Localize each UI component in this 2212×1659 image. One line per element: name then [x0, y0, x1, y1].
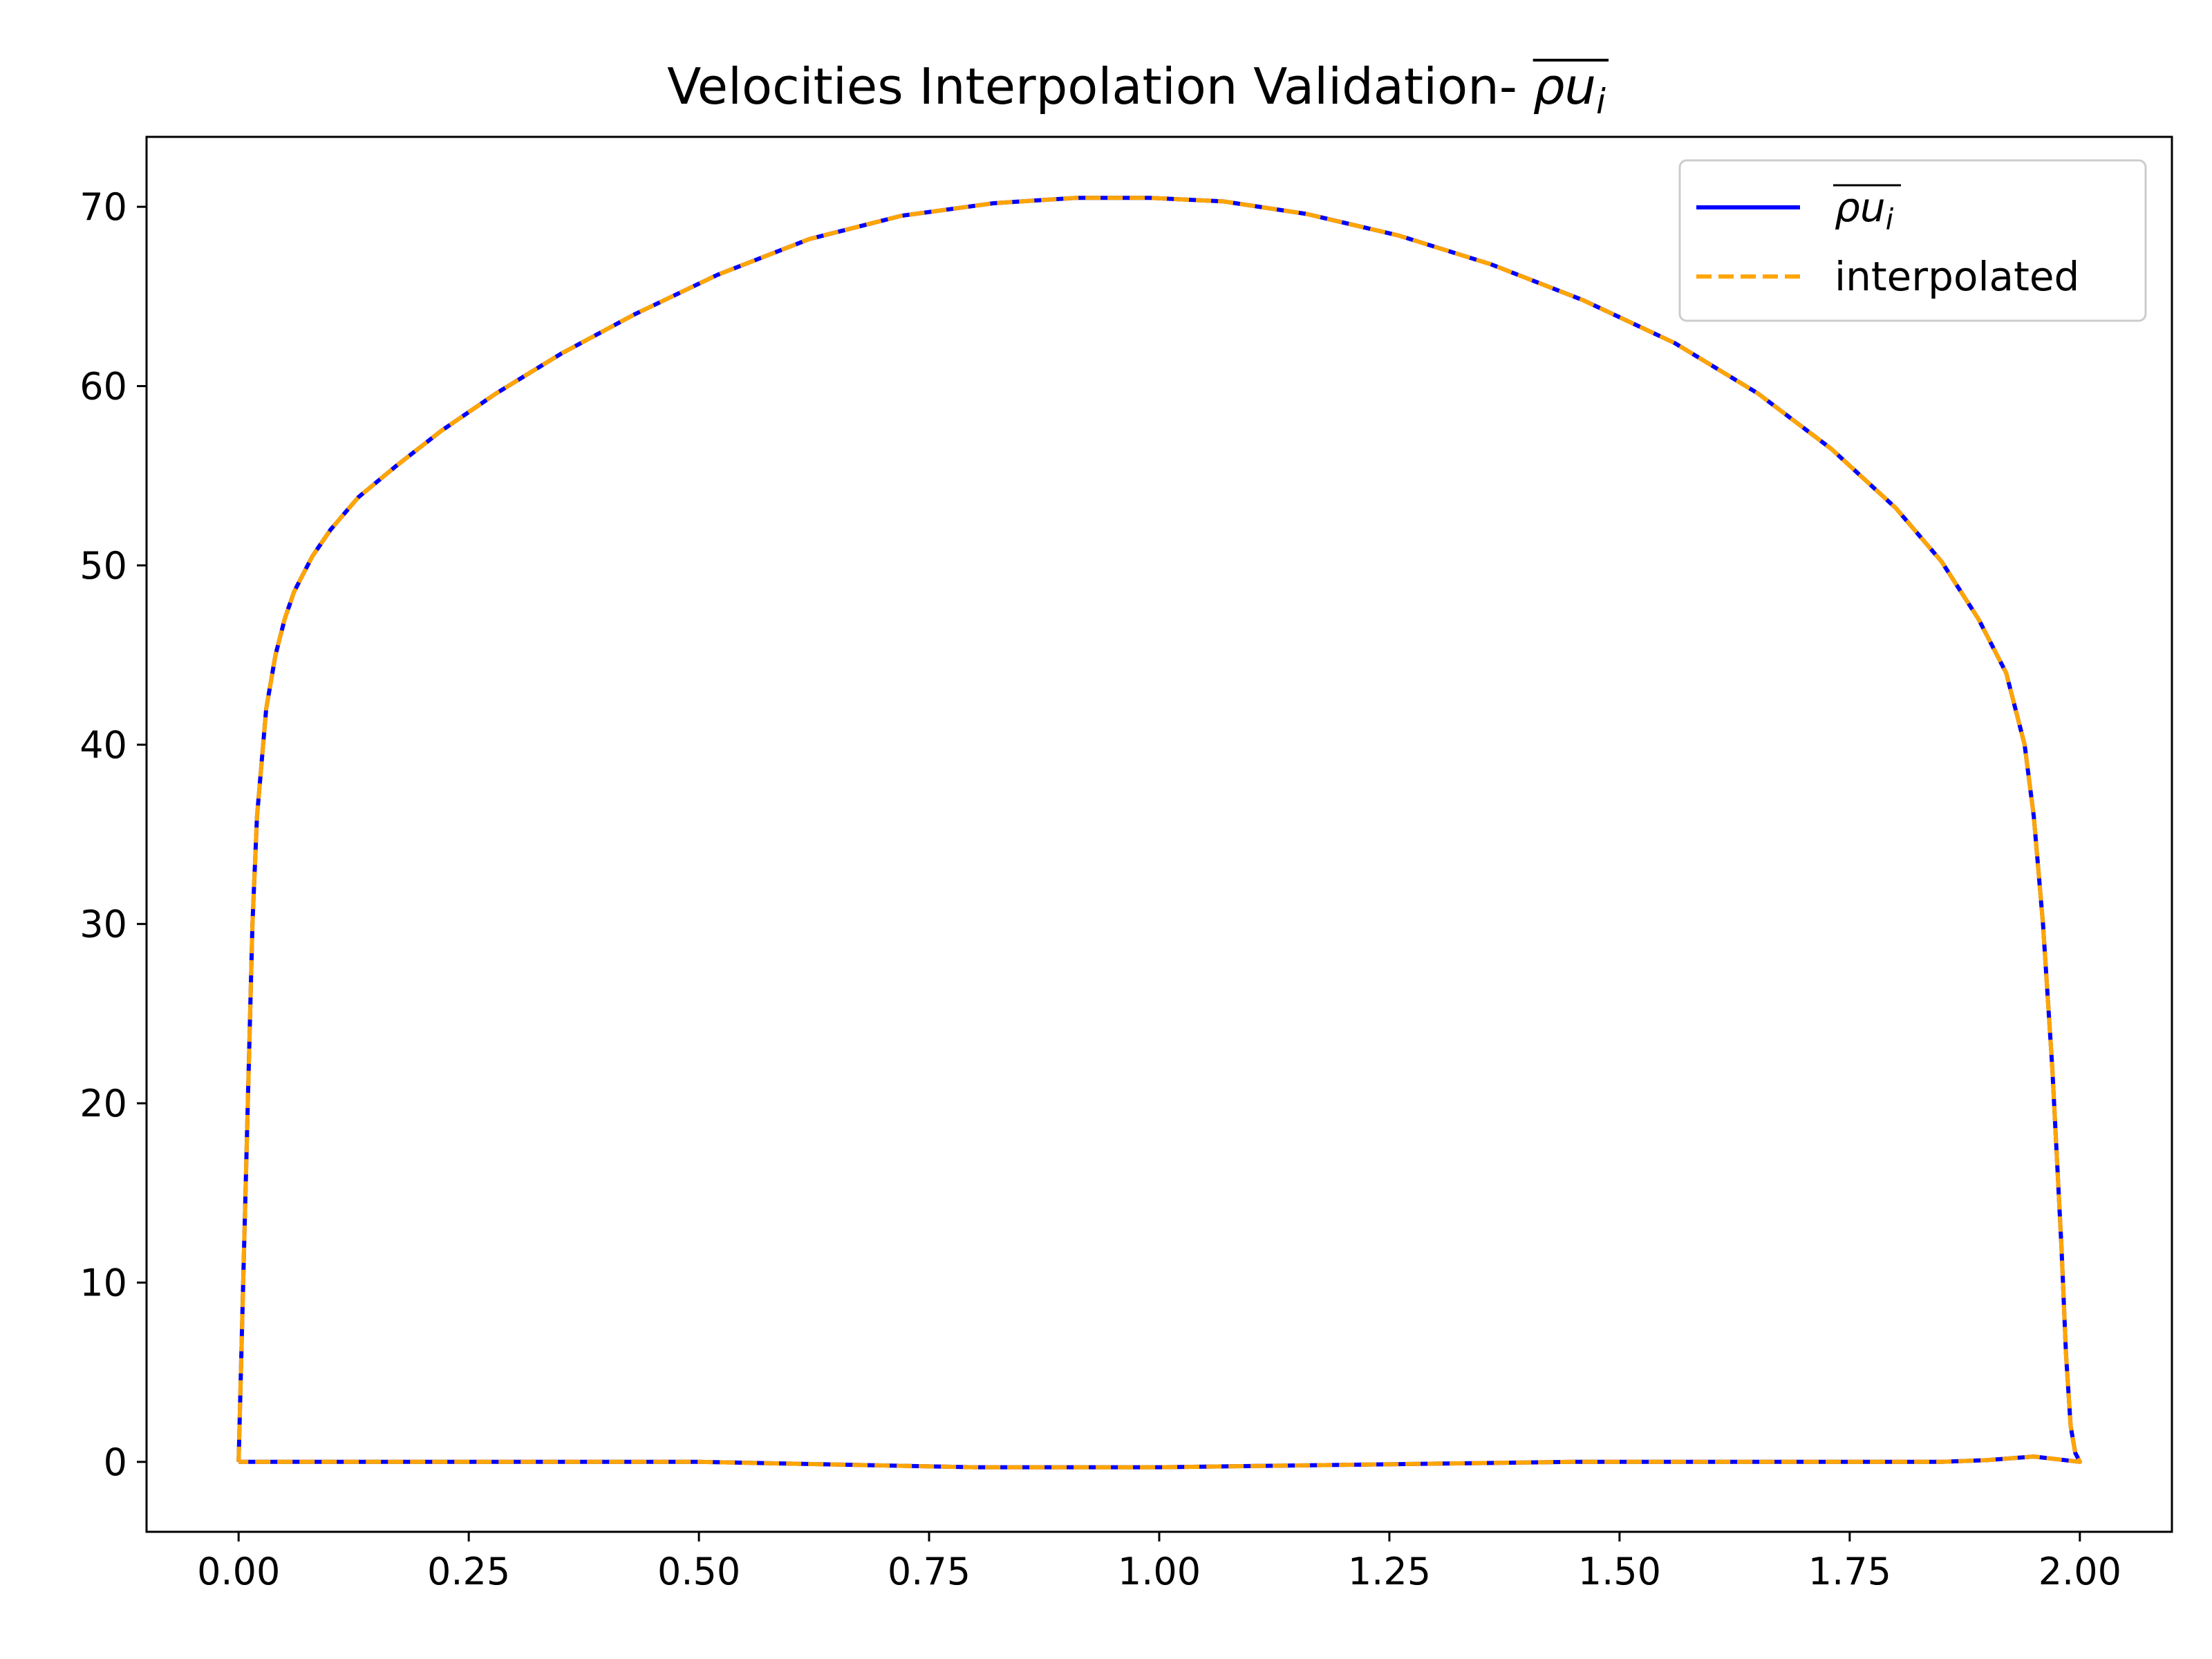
y-tick-label: 60 [79, 365, 127, 409]
y-tick-label: 10 [79, 1261, 127, 1304]
x-tick-label: 0.75 [888, 1550, 971, 1593]
x-tick-label: 1.50 [1578, 1550, 1661, 1593]
x-axis-ticks: 0.00 0.25 0.50 0.75 1.00 1.25 1.50 1.75 2.00 [197, 1532, 2121, 1593]
y-tick-label: 40 [79, 723, 127, 767]
x-tick-label: 1.00 [1118, 1550, 1201, 1593]
y-tick-label: 0 [104, 1441, 127, 1484]
chart-title-math-base: ρu [1533, 57, 1596, 115]
series-line-interpolated [236, 196, 2082, 1470]
y-tick-label: 20 [79, 1082, 127, 1125]
legend-label-series-2: interpolated [1835, 253, 2079, 300]
y-tick-label: 50 [79, 544, 127, 588]
y-tick-label: 70 [79, 185, 127, 229]
chart-title-text: Velocities Interpolation Validation- [667, 57, 1533, 115]
x-tick-label: 0.50 [657, 1550, 740, 1593]
x-tick-label: 1.25 [1348, 1550, 1431, 1593]
series-lines [236, 196, 2082, 1470]
legend: ρui interpolated [1678, 159, 2147, 322]
chart-title: Velocities Interpolation Validation- ρui [667, 57, 1606, 122]
legend-math-subscript: i [1886, 203, 1894, 236]
x-tick-label: 0.00 [197, 1550, 280, 1593]
legend-box [1678, 159, 2147, 322]
x-tick-label: 0.25 [427, 1550, 510, 1593]
y-axis-ticks: 0 10 20 30 40 50 60 70 [79, 185, 147, 1484]
chart-title-math-subscript: i [1596, 82, 1606, 122]
x-tick-label: 2.00 [2038, 1550, 2121, 1593]
y-tick-label: 30 [79, 903, 127, 946]
legend-math-base: ρu [1835, 184, 1886, 231]
x-tick-label: 1.75 [1808, 1550, 1891, 1593]
legend-label-series-1: ρui [1835, 184, 1894, 236]
